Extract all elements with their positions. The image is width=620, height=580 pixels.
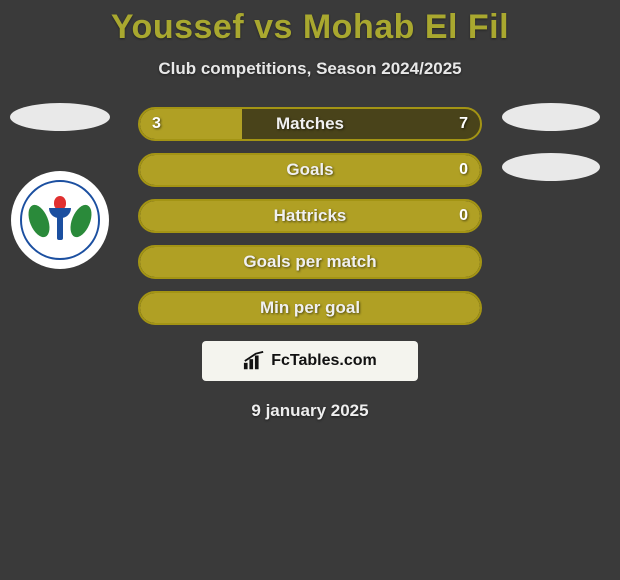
comparison-container: 3 7 Matches 0 Goals 0 Hattricks Goals per match… bbox=[0, 107, 620, 421]
player2-photo-placeholder bbox=[502, 103, 600, 131]
stat-label: Goals per match bbox=[243, 252, 376, 272]
stat-left-value: 3 bbox=[152, 115, 161, 133]
stat-right-value: 0 bbox=[459, 207, 468, 225]
stat-bar: 0 Hattricks bbox=[138, 199, 482, 233]
stat-right-value: 7 bbox=[459, 115, 468, 133]
player2-club-placeholder bbox=[502, 153, 600, 181]
stat-label: Min per goal bbox=[260, 298, 360, 318]
player1-club-badge bbox=[11, 171, 109, 269]
stat-bar: 0 Goals bbox=[138, 153, 482, 187]
snapshot-date: 9 january 2025 bbox=[0, 401, 620, 421]
stat-label: Hattricks bbox=[274, 206, 347, 226]
stats-bars: 3 7 Matches 0 Goals 0 Hattricks Goals per match… bbox=[138, 107, 482, 325]
stat-label: Matches bbox=[276, 114, 344, 134]
subtitle: Club competitions, Season 2024/2025 bbox=[0, 59, 620, 79]
stat-bar: Goals per match bbox=[138, 245, 482, 279]
torch-icon bbox=[45, 198, 75, 242]
stat-bar: Min per goal bbox=[138, 291, 482, 325]
right-player-column bbox=[502, 103, 600, 181]
player1-photo-placeholder bbox=[10, 103, 110, 131]
brand-text: FcTables.com bbox=[271, 352, 377, 370]
club-badge-inner bbox=[20, 180, 100, 260]
stat-right-value: 0 bbox=[459, 161, 468, 179]
left-player-column bbox=[10, 103, 110, 269]
stat-bar: 3 7 Matches bbox=[138, 107, 482, 141]
stat-label: Goals bbox=[286, 160, 333, 180]
bar-chart-icon bbox=[243, 351, 265, 371]
source-badge[interactable]: FcTables.com bbox=[202, 341, 418, 381]
page-title: Youssef vs Mohab El Fil bbox=[0, 0, 620, 47]
